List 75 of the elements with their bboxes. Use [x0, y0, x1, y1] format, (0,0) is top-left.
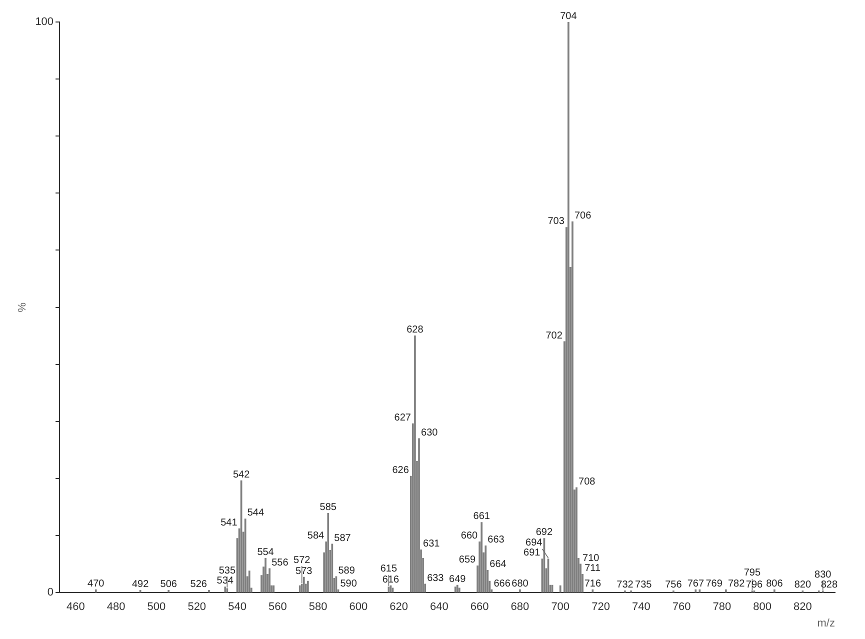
- annotation: 660: [460, 530, 478, 542]
- x-tick-label: 480: [106, 601, 126, 614]
- annotation: 649: [449, 574, 466, 585]
- annotation: 769: [706, 578, 723, 590]
- annotation: 680: [512, 578, 529, 590]
- annotation: 628: [406, 324, 424, 336]
- annotation: 627: [394, 412, 412, 424]
- x-tick-label: 520: [188, 601, 206, 614]
- annotation: 526: [190, 579, 208, 590]
- annotation: 694: [526, 538, 543, 549]
- annotation: 556: [272, 557, 289, 568]
- annotation: 710: [582, 552, 600, 564]
- x-tick-label: 660: [470, 601, 489, 614]
- x-tick-label: 740: [632, 601, 650, 614]
- annotation: 795: [744, 568, 761, 579]
- annotation: 535: [218, 565, 236, 576]
- annotation: 702: [546, 330, 563, 342]
- y-axis-title: %: [16, 302, 29, 312]
- annotation: 663: [488, 534, 505, 546]
- x-tick-label: 580: [308, 601, 328, 614]
- annotation: 830: [814, 570, 832, 581]
- annotation: 711: [584, 563, 601, 574]
- annotation: 661: [473, 511, 490, 522]
- x-axis-title: m/z: [817, 617, 835, 630]
- x-tick-label: 800: [753, 601, 772, 614]
- annotation: 584: [307, 530, 325, 542]
- annotation: 506: [160, 579, 178, 590]
- annotation: 630: [421, 427, 438, 438]
- annotation: 756: [665, 580, 682, 591]
- annotation: 806: [766, 578, 784, 590]
- annotation: 732: [616, 580, 634, 591]
- x-tick-label: 780: [712, 601, 732, 614]
- x-tick-label: 500: [147, 601, 166, 614]
- x-tick-label: 720: [592, 601, 610, 614]
- y-tick-label: 100: [35, 16, 54, 28]
- x-tick-label: 820: [794, 601, 812, 614]
- annotation: 541: [220, 517, 238, 528]
- annotation: 767: [687, 578, 704, 590]
- x-tick-label: 700: [551, 601, 570, 614]
- annotation: 659: [458, 554, 476, 566]
- x-tick-label: 620: [390, 601, 408, 614]
- annotation: 704: [560, 10, 578, 22]
- annotation: 470: [88, 578, 105, 590]
- annotation: 633: [427, 572, 444, 584]
- annotation: 782: [728, 578, 746, 590]
- annotation: 626: [392, 464, 410, 476]
- x-tick-label: 680: [510, 601, 530, 614]
- annotation: 585: [320, 502, 337, 514]
- annotation: 544: [247, 508, 264, 519]
- annotation: 691: [524, 548, 541, 559]
- x-tick-label: 460: [66, 601, 85, 614]
- x-tick-label: 640: [430, 601, 448, 614]
- annotation: 631: [423, 538, 440, 550]
- annotation: 589: [338, 565, 356, 576]
- annotation: 703: [548, 216, 565, 228]
- annotation: 572: [294, 554, 311, 566]
- annotation: 587: [334, 532, 352, 544]
- annotation: 716: [584, 578, 602, 590]
- annotation: 590: [340, 578, 358, 590]
- annotation: 706: [574, 210, 592, 222]
- annotation: 554: [257, 547, 274, 558]
- y-tick-label: 0: [47, 586, 54, 599]
- annotation: 735: [635, 580, 652, 591]
- annotation: 664: [490, 559, 507, 570]
- x-tick-label: 560: [268, 601, 287, 614]
- x-tick-label: 600: [349, 601, 368, 614]
- x-tick-label: 540: [228, 601, 246, 614]
- annotation: 708: [578, 476, 596, 488]
- annotation: 692: [536, 527, 553, 538]
- annotation: 492: [132, 579, 150, 590]
- annotation: 820: [794, 580, 812, 591]
- x-tick-label: 760: [672, 601, 691, 614]
- annotation: 666: [494, 578, 511, 590]
- annotation: 542: [232, 470, 250, 481]
- annotation: 615: [380, 564, 398, 575]
